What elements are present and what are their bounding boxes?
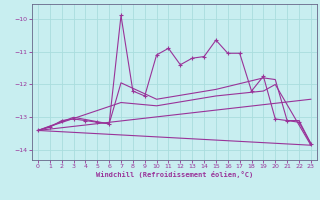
X-axis label: Windchill (Refroidissement éolien,°C): Windchill (Refroidissement éolien,°C) — [96, 171, 253, 178]
